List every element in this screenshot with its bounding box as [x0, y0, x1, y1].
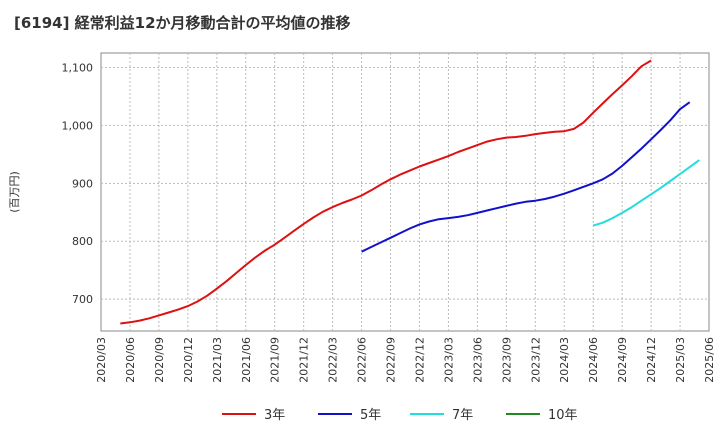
legend: 3年 5年 7年 10年 [222, 408, 578, 423]
x-tick-label: 2024/12 [645, 337, 658, 383]
x-tick-label: 2022/06 [356, 337, 369, 383]
y-tick-label: 700 [72, 293, 93, 306]
series-line [120, 59, 652, 325]
legend-label: 10年 [548, 408, 578, 423]
x-tick-label: 2023/09 [500, 337, 513, 383]
plot-area [100, 52, 710, 332]
x-tick-label: 2021/09 [269, 337, 282, 383]
x-tick-label: 2022/03 [327, 337, 340, 383]
x-tick-label: 2022/09 [385, 337, 398, 383]
x-tick-label: 2021/12 [298, 337, 311, 383]
y-tick-label: 1,100 [62, 61, 94, 74]
x-tick-label: 2021/06 [240, 337, 253, 383]
legend-label: 3年 [264, 408, 285, 423]
y-tick-label: 1,000 [62, 119, 94, 132]
legend-label: 5年 [360, 408, 381, 423]
x-tick-label: 2023/06 [471, 337, 484, 383]
series-line [592, 159, 700, 227]
legend-label: 7年 [452, 408, 473, 423]
y-tick-label: 900 [72, 177, 93, 190]
x-tick-label: 2024/06 [587, 337, 600, 383]
x-tick-label: 2025/06 [703, 337, 716, 383]
x-tick-label: 2024/09 [616, 337, 629, 383]
x-tick-label: 2024/03 [558, 337, 571, 383]
x-tick-label: 2020/03 [95, 337, 108, 383]
x-tick-label: 2023/12 [529, 337, 542, 383]
chart-title: [6194] 経常利益12か月移動合計の平均値の推移 [14, 14, 351, 32]
y-axis-label: (百万円) [8, 171, 21, 213]
x-tick-label: 2025/03 [674, 337, 687, 383]
x-tick-label: 2021/03 [211, 337, 224, 383]
series-line [361, 101, 691, 253]
x-tick-label: 2023/03 [442, 337, 455, 383]
y-tick-label: 800 [72, 235, 93, 248]
x-tick-label: 2020/09 [153, 337, 166, 383]
x-tick-label: 2022/12 [413, 337, 426, 383]
x-tick-label: 2020/12 [182, 337, 195, 383]
x-tick-label: 2020/06 [124, 337, 137, 383]
